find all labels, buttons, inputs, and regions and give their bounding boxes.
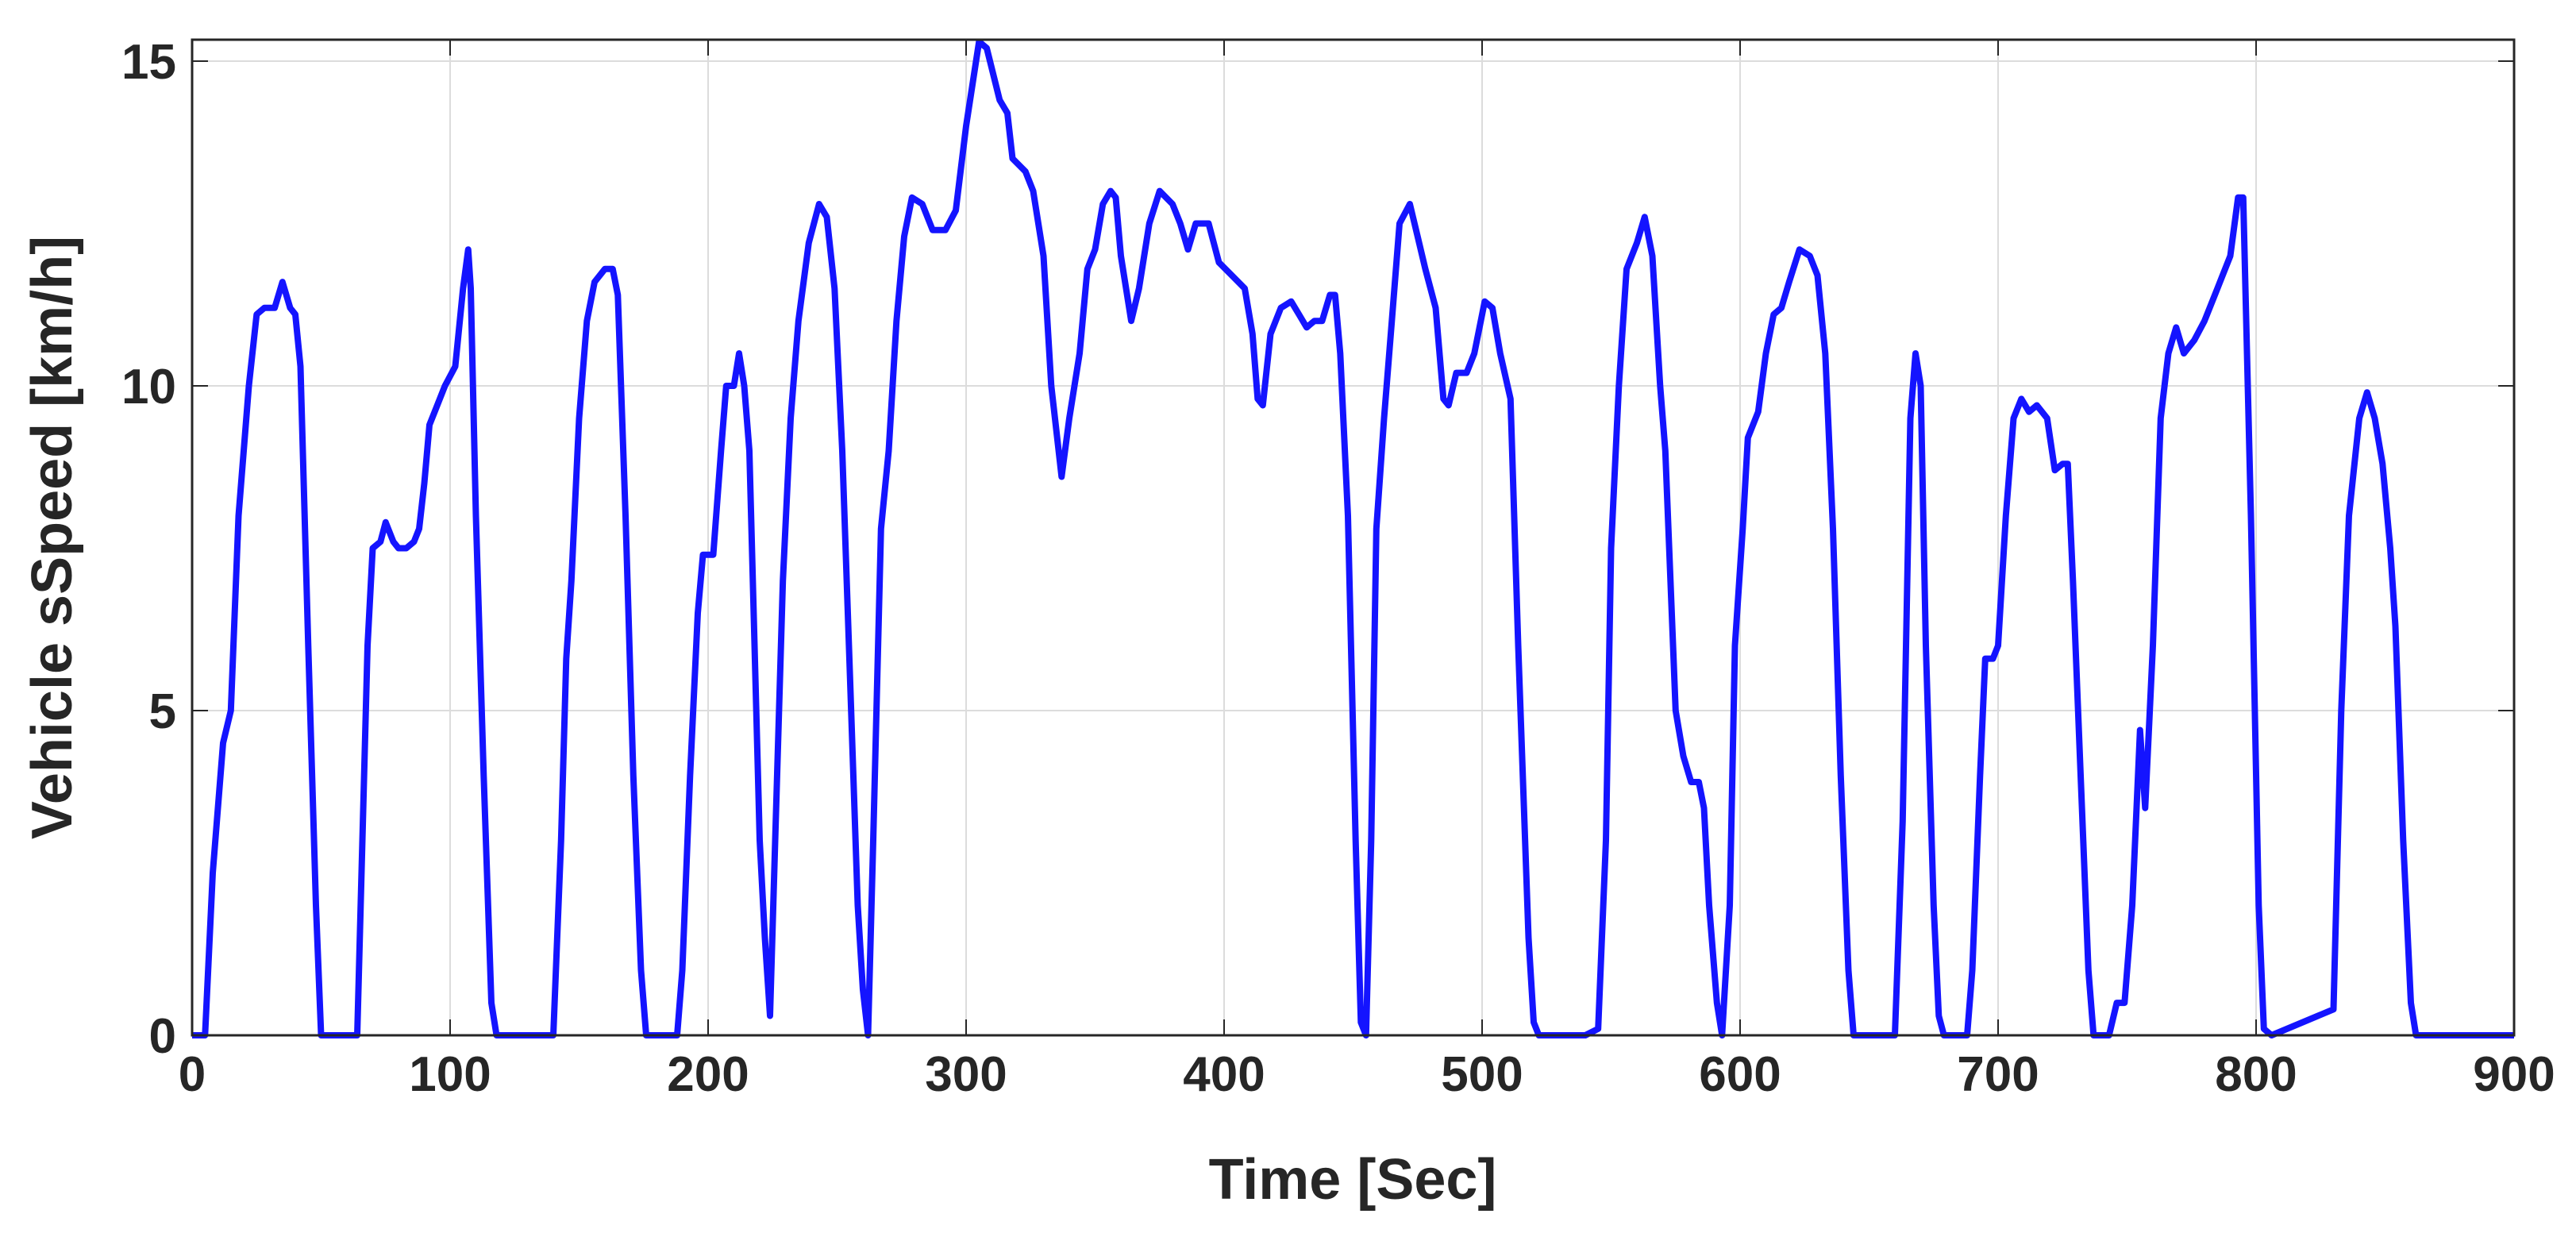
axes: 0 100 200 300 400 500 600 700 800 900 0 5 10 15 xyxy=(121,35,2555,1102)
x-tick-label: 600 xyxy=(1699,1047,1781,1102)
plot-area xyxy=(192,38,2514,1038)
x-tick-label: 800 xyxy=(2215,1047,2297,1102)
x-axis-label: Time [Sec] xyxy=(1209,1148,1497,1212)
speed-line xyxy=(192,38,2514,1038)
x-tick-label: 0 xyxy=(179,1047,206,1102)
y-axis-label: Vehicle sSpeed [km/h] xyxy=(21,236,84,839)
axes-box xyxy=(191,38,2516,1037)
y-tick-label: 15 xyxy=(121,35,176,90)
x-tick-label: 700 xyxy=(1957,1047,2039,1102)
y-tick-label: 5 xyxy=(149,684,176,739)
x-tick-label: 400 xyxy=(1183,1047,1265,1102)
x-tick-label: 500 xyxy=(1441,1047,1523,1102)
x-tick-label: 200 xyxy=(667,1047,749,1102)
y-tick-label: 0 xyxy=(149,1009,176,1064)
y-tick-label: 10 xyxy=(121,360,176,414)
x-tick-label: 300 xyxy=(925,1047,1007,1102)
x-tick-label: 100 xyxy=(409,1047,491,1102)
x-tick-label: 900 xyxy=(2473,1047,2555,1102)
